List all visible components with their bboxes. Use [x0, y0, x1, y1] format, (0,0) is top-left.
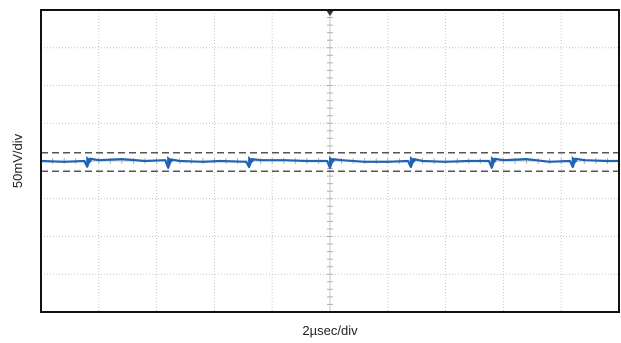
- reference-lines: [41, 151, 619, 172]
- plot-frame: [40, 9, 620, 313]
- data-point: [409, 156, 416, 166]
- data-point: [167, 156, 174, 166]
- data-point: [571, 156, 578, 166]
- data-point: [329, 156, 335, 166]
- x-axis-label: 2µsec/div: [302, 323, 358, 338]
- data-point: [248, 156, 255, 166]
- trace-layer: [40, 156, 619, 169]
- data-point: [86, 156, 93, 166]
- trigger-marker: [326, 10, 334, 16]
- y-axis-label: 50mV/div: [10, 133, 25, 188]
- data-point: [490, 156, 497, 166]
